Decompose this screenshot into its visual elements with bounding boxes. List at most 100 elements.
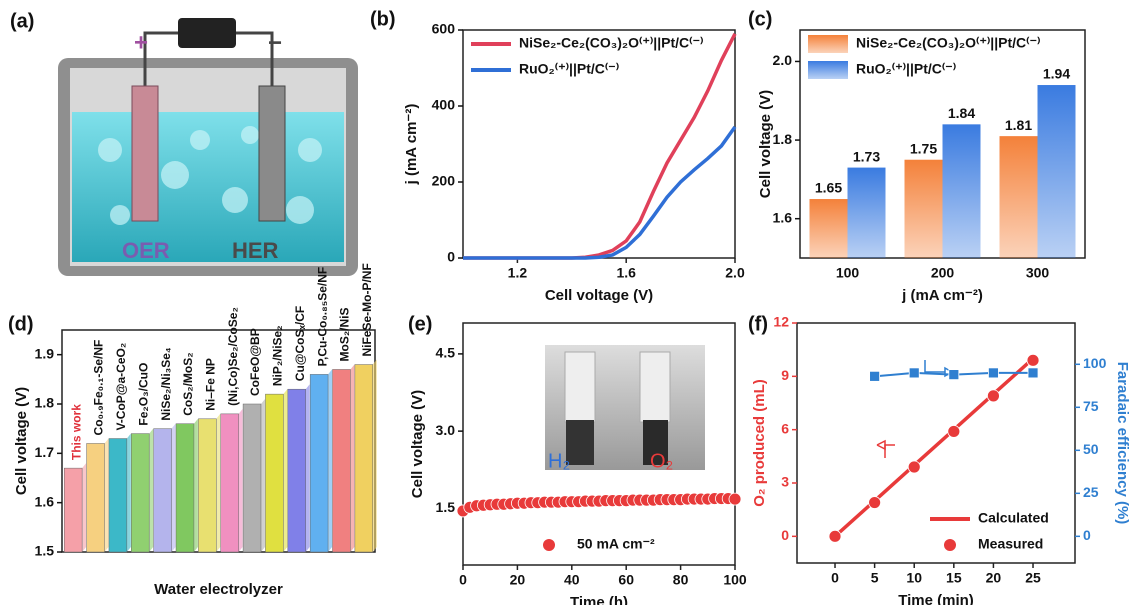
schematic: (a) + − OER HER — [10, 10, 358, 276]
y-axis-label: Cell voltage (V) — [409, 390, 426, 498]
bar — [288, 389, 306, 552]
bar-side — [82, 463, 86, 552]
bar — [221, 414, 239, 552]
marker — [908, 461, 920, 473]
y-tick-label: 0 — [781, 527, 789, 543]
y-axis-label: Cell voltage (V) — [757, 90, 774, 198]
x-tick-label: 25 — [1025, 570, 1041, 586]
category-label: NiFeSe-Mo-P/NF — [360, 263, 374, 356]
x-tick-label: 20 — [510, 572, 526, 588]
bar — [333, 369, 351, 552]
bar-side — [149, 429, 153, 552]
y2-tick-label: 50 — [1083, 441, 1099, 457]
inset-label: H₂ — [548, 450, 570, 472]
y-tick-label: 3.0 — [436, 422, 456, 438]
legend-label: NiSe₂-Ce₂(CO₃)₂O⁽⁺⁾||Pt/C⁽⁻⁾ — [519, 35, 703, 51]
x-tick-label: 2.0 — [725, 265, 745, 281]
category-label: Ni–Fe NP — [203, 358, 217, 411]
x-axis-label: Time (h) — [570, 594, 628, 605]
marker — [870, 371, 880, 381]
cathode — [259, 86, 285, 221]
x-axis-label: Cell voltage (V) — [545, 287, 653, 304]
x-tick-label: 100 — [836, 265, 860, 281]
category-label: P,Cu-Co₀.₈₅Se/NF — [315, 267, 329, 367]
category-label: Cu@CoSₓ/CF — [293, 306, 307, 381]
y-tick-label: 6 — [781, 420, 789, 436]
y2-tick-label: 25 — [1083, 484, 1099, 500]
y-tick-label: 1.9 — [35, 345, 55, 361]
y-tick-label: 0 — [447, 249, 455, 265]
x-tick-label: 5 — [871, 570, 879, 586]
bar-side — [239, 409, 243, 552]
category-label: NiP₂/NiSe₂ — [271, 325, 285, 386]
marker — [948, 425, 960, 437]
bar — [265, 394, 283, 552]
oer-label: OER — [122, 238, 170, 263]
bar — [243, 404, 261, 552]
category-label: CoS₂/MoS₂ — [181, 352, 195, 415]
y-tick-label: 1.8 — [35, 395, 55, 411]
legend-swatch — [808, 61, 848, 79]
y-tick-label: 12 — [773, 314, 789, 330]
category-label: (Ni,Co)Se₂/CoSe₂ — [226, 307, 240, 406]
bar-side — [373, 360, 377, 552]
x-tick-label: 15 — [946, 570, 962, 586]
y-axis-label: j (mA cm⁻²) — [403, 104, 420, 186]
clamp — [640, 352, 670, 422]
x-tick-label: 0 — [459, 572, 467, 588]
x-tick-label: 60 — [618, 572, 634, 588]
category-label: Fe₂O₃/CuO — [136, 363, 150, 426]
x-tick-label: 0 — [831, 570, 839, 586]
legend-swatch — [944, 539, 956, 551]
bar-side — [194, 419, 198, 552]
marker — [909, 368, 919, 378]
category-label: NiSe₂/Ni₃Se₄ — [159, 347, 173, 421]
bar — [310, 374, 328, 552]
bar-side — [261, 399, 265, 552]
y-tick-label: 1.8 — [773, 131, 793, 147]
y-tick-label: 200 — [432, 173, 456, 189]
value-label: 1.73 — [853, 148, 880, 164]
x-axis-label: Time (min) — [898, 592, 974, 605]
x-tick-label: 200 — [931, 265, 955, 281]
y-tick-label: 1.7 — [35, 444, 55, 460]
x-axis-label: j (mA cm⁻²) — [901, 287, 983, 304]
bar — [64, 468, 82, 552]
battery — [178, 18, 236, 48]
her-label: HER — [232, 238, 279, 263]
category-label: This work — [69, 404, 83, 460]
bar-side — [216, 414, 220, 552]
category-label: CoFeO@BP — [248, 328, 262, 396]
bar — [176, 424, 194, 552]
x-tick-label: 1.2 — [508, 265, 528, 281]
inset-label: O₂ — [650, 450, 673, 472]
legend-swatch — [543, 539, 555, 551]
legend-label: Measured — [978, 536, 1043, 552]
panel-label: (b) — [370, 8, 396, 30]
plus-sign: + — [134, 29, 148, 56]
y2-axis-label: Faradaic efficiency (%) — [1114, 362, 1131, 525]
anode — [132, 86, 158, 221]
value-label: 1.84 — [948, 105, 975, 121]
y2-tick-label: 100 — [1083, 355, 1107, 371]
category-label: MoS₂/NiS — [338, 307, 352, 361]
arrow — [925, 360, 945, 372]
series-line — [463, 127, 735, 258]
arrow-head — [877, 441, 885, 449]
y-tick-label: 1.5 — [436, 499, 456, 515]
y2-tick-label: 75 — [1083, 398, 1099, 414]
bar — [810, 199, 848, 258]
x-tick-label: 40 — [564, 572, 580, 588]
y-axis-label: O₂ produced (mL) — [751, 379, 768, 507]
bar-side — [172, 424, 176, 552]
legend-label: RuO₂⁽⁺⁾||Pt/C⁽⁻⁾ — [856, 61, 956, 77]
legend-label: RuO₂⁽⁺⁾||Pt/C⁽⁻⁾ — [519, 61, 619, 77]
category-label: Co₀.₉Fe₀.₁-Se/NF — [92, 340, 106, 436]
legend-label: Calculated — [978, 510, 1049, 526]
value-label: 1.65 — [815, 180, 842, 196]
y-tick-label: 3 — [781, 474, 789, 490]
bar — [131, 434, 149, 552]
bar — [943, 124, 981, 258]
marker — [1028, 368, 1038, 378]
marker — [869, 497, 881, 509]
